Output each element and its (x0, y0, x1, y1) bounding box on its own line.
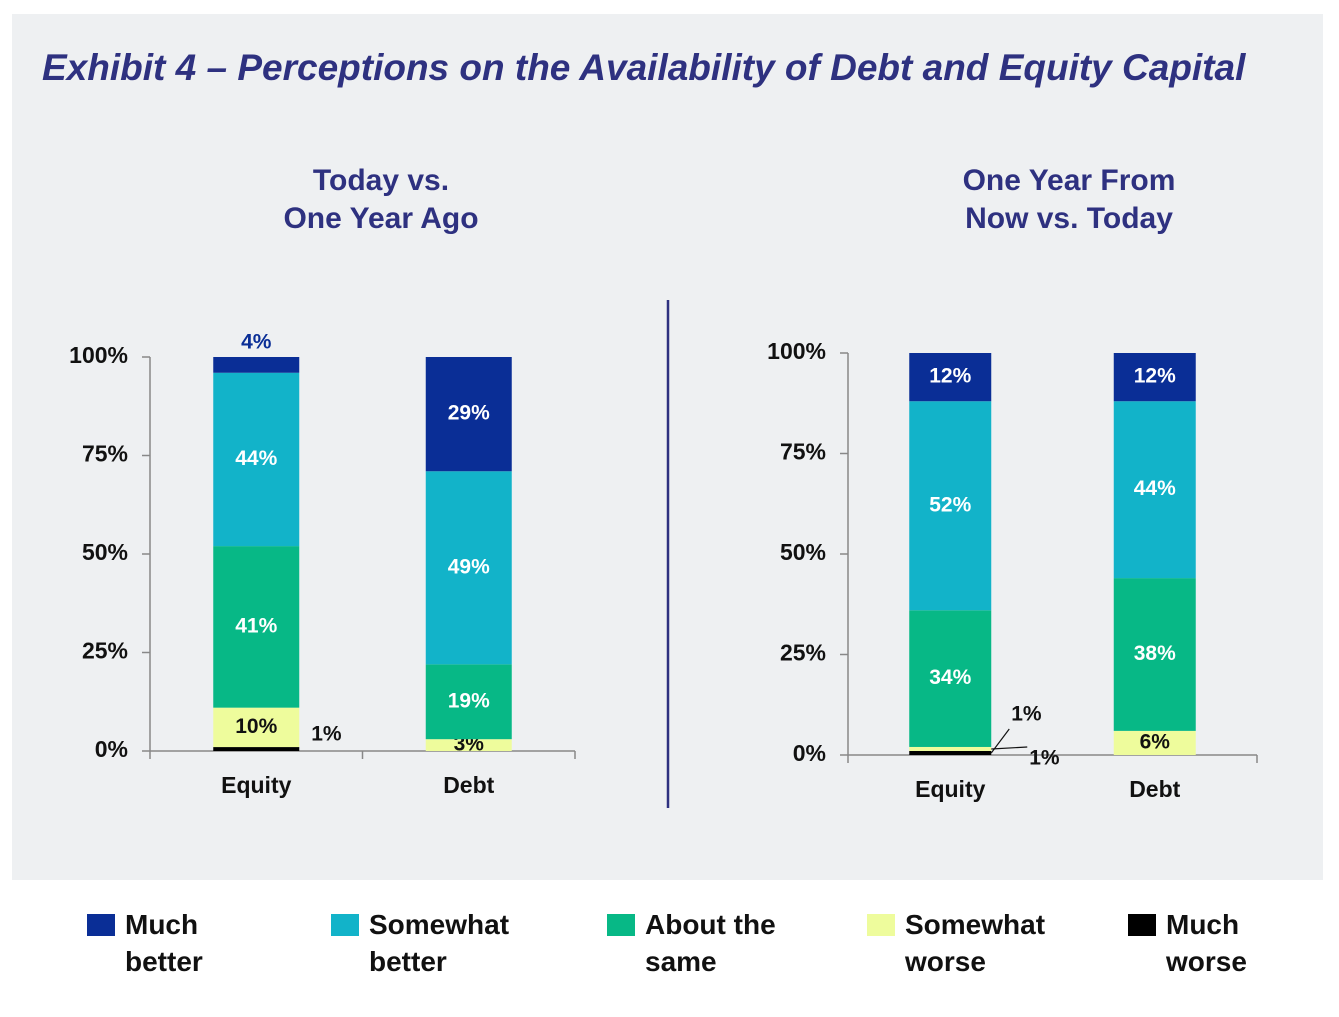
bar-segment (213, 747, 300, 751)
data-label: 52% (929, 493, 971, 516)
data-label: 12% (929, 365, 971, 388)
data-label: 29% (448, 402, 490, 425)
bar-segment (425, 471, 512, 665)
data-label: 1% (1011, 703, 1042, 726)
y-tick-label: 0% (793, 740, 826, 766)
legend-swatch (607, 914, 635, 936)
legend-label: Much worse (1166, 909, 1247, 977)
bar-segment (1113, 353, 1196, 402)
data-label: 1% (311, 723, 342, 746)
subplot-title: One Year Ago (283, 202, 478, 235)
data-label: 44% (235, 447, 277, 470)
data-label: 44% (1134, 477, 1176, 500)
legend-item: About the same (607, 909, 795, 980)
bar-segment (909, 610, 992, 747)
legend-swatch (87, 914, 115, 936)
data-label: 49% (448, 555, 490, 578)
data-label: 4% (241, 331, 272, 354)
y-tick-label: 50% (82, 539, 128, 565)
legend-item: Somewhat better (331, 909, 519, 980)
x-tick-label: Debt (1129, 776, 1180, 802)
y-tick-label: 100% (767, 338, 826, 364)
legend-item: Somewhat worse (867, 909, 1055, 980)
bar-segment (1113, 578, 1196, 731)
legend-label: Much better (125, 909, 203, 977)
chart-title: Exhibit 4 – Perceptions on the Availabil… (42, 47, 1246, 88)
leader-line (991, 746, 1028, 750)
data-label: 34% (929, 666, 971, 689)
legend-item: Much worse (1128, 909, 1316, 980)
legend-swatch (331, 914, 359, 936)
bar-segment (1113, 730, 1196, 755)
y-tick-label: 75% (780, 439, 826, 465)
subplot-title: Now vs. Today (965, 202, 1173, 235)
subplot-title: Today vs. (313, 164, 449, 197)
bar-segment (425, 357, 512, 472)
data-label: 12% (1134, 365, 1176, 388)
bar-segment (213, 546, 300, 708)
data-label: 41% (235, 614, 277, 637)
bar-segment (909, 746, 992, 751)
data-label: 19% (448, 689, 490, 712)
data-label: 38% (1134, 642, 1176, 665)
data-label: 10% (235, 715, 277, 738)
y-tick-label: 75% (82, 441, 128, 467)
x-tick-label: Equity (915, 776, 985, 802)
y-tick-label: 25% (82, 638, 128, 664)
y-tick-label: 100% (69, 342, 128, 368)
x-tick-label: Debt (443, 772, 494, 798)
legend-label: Somewhat worse (905, 909, 1046, 977)
bar-segment (909, 750, 992, 755)
bar-segment (909, 353, 992, 402)
legend-swatch (867, 914, 895, 936)
legend-label: Somewhat better (369, 909, 510, 977)
y-tick-label: 25% (780, 640, 826, 666)
bar-segment (1113, 401, 1196, 579)
bar-segment (425, 739, 512, 751)
y-tick-label: 0% (95, 736, 128, 762)
data-label: 1% (1029, 747, 1060, 770)
bar-segment (425, 664, 512, 740)
subplot-title: One Year From (963, 164, 1176, 197)
bar-segment (213, 357, 300, 373)
data-label: 6% (1140, 730, 1171, 753)
bar-segment (213, 372, 300, 547)
legend-label: About the same (645, 909, 776, 977)
y-tick-label: 50% (780, 539, 826, 565)
bar-segment (213, 707, 300, 748)
legend-item: Much better (87, 909, 275, 980)
legend-swatch (1128, 914, 1156, 936)
x-tick-label: Equity (221, 772, 291, 798)
bar-segment (909, 401, 992, 611)
